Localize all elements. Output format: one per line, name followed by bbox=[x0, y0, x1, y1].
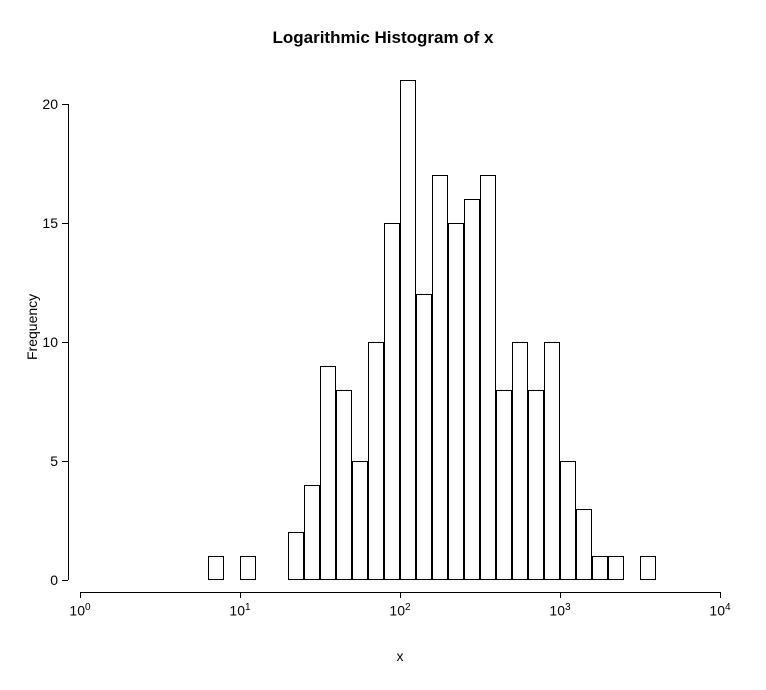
histogram-bar bbox=[208, 556, 224, 580]
histogram-bar bbox=[352, 461, 368, 580]
histogram-bar bbox=[592, 556, 608, 580]
chart-container: Logarithmic Histogram of x 0510152010010… bbox=[0, 0, 766, 690]
x-tick-label: 102 bbox=[389, 602, 410, 619]
y-tick-label: 20 bbox=[32, 96, 58, 112]
y-tick bbox=[62, 223, 68, 224]
x-tick bbox=[560, 592, 561, 598]
histogram-bar bbox=[400, 80, 416, 580]
histogram-bar bbox=[336, 390, 352, 580]
y-axis-label: Frequency bbox=[24, 294, 40, 360]
x-tick-label: 104 bbox=[709, 602, 730, 619]
x-tick bbox=[80, 592, 81, 598]
x-tick bbox=[400, 592, 401, 598]
histogram-bar bbox=[608, 556, 624, 580]
histogram-bar bbox=[448, 223, 464, 580]
histogram-bar bbox=[304, 485, 320, 580]
plot-area: 05101520100101102103104 bbox=[80, 80, 720, 580]
histogram-bar bbox=[320, 366, 336, 580]
x-axis-label: x bbox=[80, 648, 720, 664]
histogram-bar bbox=[464, 199, 480, 580]
histogram-bar bbox=[288, 532, 304, 580]
x-tick-label: 101 bbox=[229, 602, 250, 619]
histogram-bar bbox=[544, 342, 560, 580]
histogram-bar bbox=[640, 556, 656, 580]
histogram-bar bbox=[576, 509, 592, 580]
x-tick-label: 100 bbox=[69, 602, 90, 619]
histogram-bar bbox=[560, 461, 576, 580]
x-tick bbox=[720, 592, 721, 598]
histogram-bar bbox=[480, 175, 496, 580]
histogram-bar bbox=[368, 342, 384, 580]
y-tick bbox=[62, 580, 68, 581]
y-tick bbox=[62, 104, 68, 105]
y-tick-label: 5 bbox=[32, 453, 58, 469]
x-tick bbox=[240, 592, 241, 598]
y-tick bbox=[62, 461, 68, 462]
histogram-bar bbox=[512, 342, 528, 580]
histogram-bar bbox=[240, 556, 256, 580]
y-axis-line bbox=[68, 104, 69, 580]
y-tick bbox=[62, 342, 68, 343]
histogram-bar bbox=[432, 175, 448, 580]
histogram-bar bbox=[528, 390, 544, 580]
x-tick-label: 103 bbox=[549, 602, 570, 619]
histogram-bar bbox=[416, 294, 432, 580]
y-tick-label: 15 bbox=[32, 215, 58, 231]
histogram-bar bbox=[496, 390, 512, 580]
histogram-bar bbox=[384, 223, 400, 580]
chart-title: Logarithmic Histogram of x bbox=[0, 28, 766, 48]
y-tick-label: 0 bbox=[32, 572, 58, 588]
